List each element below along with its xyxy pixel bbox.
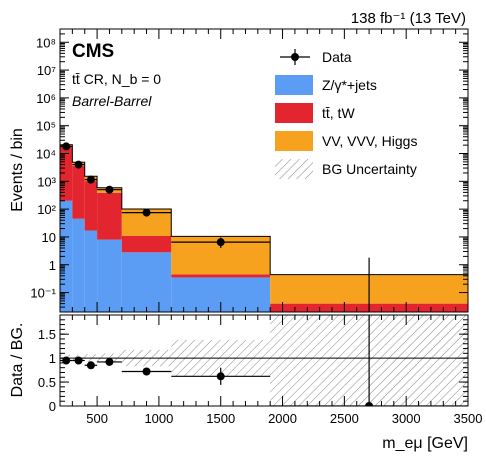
main-plot-frame [59, 28, 469, 313]
bar-1-1 [72, 166, 85, 219]
bar-1-5 [171, 274, 271, 278]
data-point-1 [74, 160, 83, 169]
ratio-point-4 [142, 367, 151, 376]
ratio-y-axis-label: Data / BG. [9, 323, 26, 398]
ratio-ytick-label-0: 0 [49, 399, 56, 414]
ratio-point-5 [216, 372, 225, 381]
main-ytick-label-6: 10⁶ [36, 91, 56, 106]
ratio-point-1 [74, 356, 83, 365]
ratio-ytick-label-1: 0.5 [38, 375, 56, 390]
legend-swatch-1 [275, 75, 313, 95]
ratio-xtick-label-3: 2000 [268, 411, 297, 426]
main-ytick-label--1: 10⁻¹ [30, 286, 56, 301]
data-point-0 [62, 142, 71, 151]
legend-label-1: Z/γ*+jets [322, 77, 377, 93]
legend-hatch-swatch [275, 159, 313, 179]
main-ytick-label-1: 10 [42, 230, 56, 245]
ratio-point-3 [105, 357, 114, 366]
ratio-xtick-label-0: 500 [86, 411, 108, 426]
bar-1-4 [121, 236, 172, 253]
main-ytick-label-7: 10⁷ [37, 63, 56, 78]
ratio-xtick-label-5: 3000 [392, 411, 421, 426]
main-ytick-label-2: 10² [37, 202, 56, 217]
ratio-ytick-label-3: 1.5 [38, 327, 56, 342]
legend-swatch-2 [275, 103, 313, 123]
lumi-label: 138 fb⁻¹ (13 TeV) [351, 10, 466, 27]
legend-swatch-3 [275, 131, 313, 151]
main-ytick-label-4: 10⁴ [36, 147, 56, 162]
legend: Data Z/γ*+jets tt̄, tW VV, VVV, Higgs BG Unc… [275, 49, 417, 179]
ratio-plot-frame [59, 314, 469, 407]
legend-label-0: Data [322, 49, 352, 65]
category-label: Barrel-Barrel [72, 93, 152, 109]
bar-0-3 [97, 239, 122, 312]
data-point-4 [142, 208, 151, 217]
data-point-2 [86, 175, 95, 184]
ratio-point-2 [86, 361, 95, 370]
legend-label-4: BG Uncertainty [322, 161, 417, 177]
data-point-3 [105, 185, 114, 194]
legend-label-2: tt̄, tW [322, 105, 355, 121]
bar-0-4 [121, 252, 172, 312]
cms-label: CMS [72, 41, 114, 62]
x-axis-label: m_eμ [GeV] [382, 435, 468, 452]
ratio-xtick-label-4: 2500 [330, 411, 359, 426]
main-y-axis-label: Events / bin [9, 128, 26, 212]
legend-label-3: VV, VVV, Higgs [322, 133, 417, 149]
bar-0-2 [84, 230, 98, 312]
main-ytick-label-8: 10⁸ [36, 35, 56, 50]
bar-1-2 [84, 181, 98, 231]
main-ytick-label-3: 10³ [37, 174, 56, 189]
ratio-xtick-label-1: 1000 [144, 411, 173, 426]
legend-data-marker [291, 53, 299, 61]
ratio-xtick-label-6: 3500 [454, 411, 483, 426]
ratio-xtick-label-2: 1500 [206, 411, 235, 426]
main-ytick-label-5: 10⁵ [36, 119, 56, 134]
bar-1-3 [97, 192, 122, 240]
data-point-5 [216, 238, 225, 247]
bar-0-1 [72, 218, 85, 312]
main-ytick-label-0: 1 [49, 258, 56, 273]
ratio-ytick-label-2: 1 [49, 351, 56, 366]
region-label: tt̄ CR, N_b = 0 [72, 71, 161, 87]
